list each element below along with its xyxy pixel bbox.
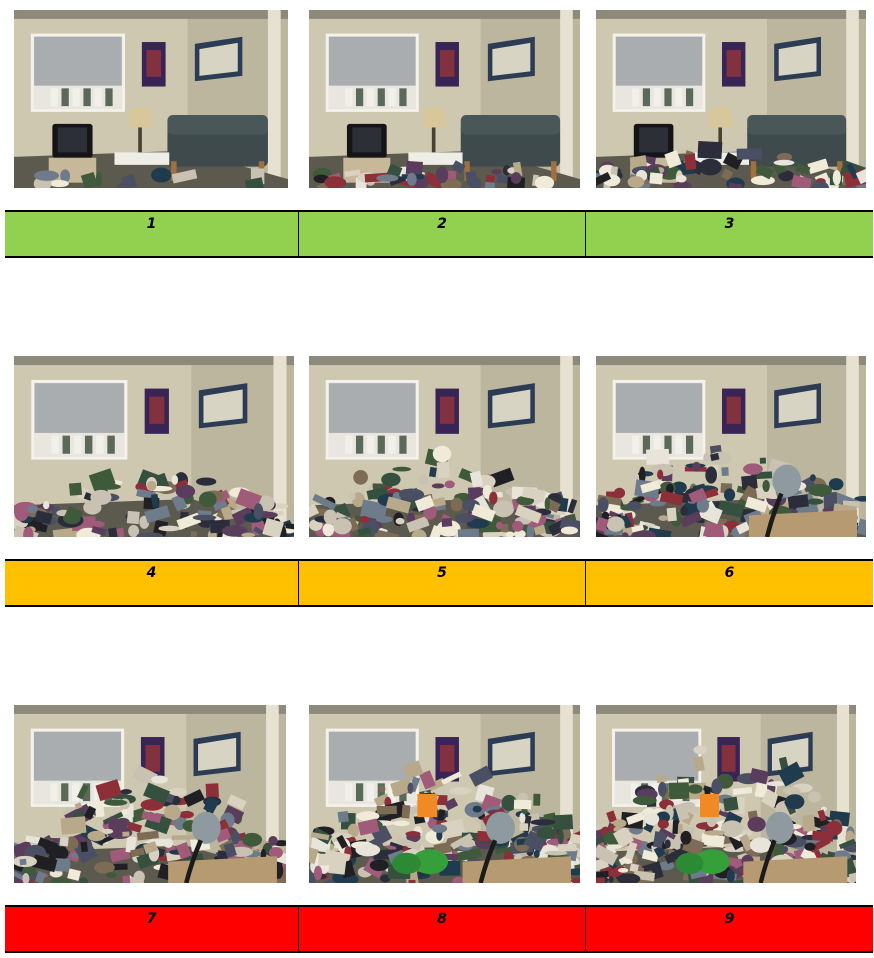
room-photo-4 xyxy=(14,356,294,537)
room-photo-5 xyxy=(309,356,580,537)
room-photo-2 xyxy=(309,10,580,188)
level-label-2: 2 xyxy=(299,212,586,256)
level-label-9: 9 xyxy=(724,911,735,927)
room-photo-7 xyxy=(14,705,286,883)
level-label-6: 6 xyxy=(724,565,735,581)
clutter-level-band-green: 1 2 3 xyxy=(5,210,873,258)
room-photo-3 xyxy=(596,10,866,188)
clutter-level-band-red: 7 8 9 xyxy=(5,905,873,953)
level-label-3: 3 xyxy=(724,216,735,232)
room-photo-9 xyxy=(596,705,856,883)
level-label-1: 1 xyxy=(5,212,299,256)
level-label-4: 4 xyxy=(5,561,299,605)
level-label-5: 5 xyxy=(299,561,586,605)
room-photo-1 xyxy=(14,10,288,188)
level-label-8: 8 xyxy=(299,907,586,951)
room-photo-8 xyxy=(309,705,580,883)
room-photo-6 xyxy=(596,356,866,537)
level-label-7: 7 xyxy=(5,907,299,951)
clutter-level-band-amber: 4 5 6 xyxy=(5,559,873,607)
